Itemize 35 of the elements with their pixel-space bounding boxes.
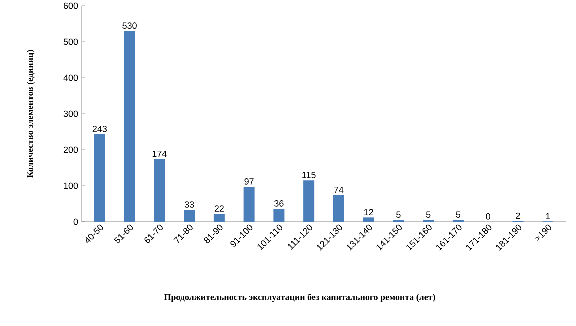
bar <box>184 210 196 222</box>
data-label: 243 <box>92 126 108 132</box>
data-label: 1 <box>546 213 550 220</box>
y-tick-label: 100 <box>64 182 78 190</box>
bar <box>304 180 315 222</box>
data-label: 530 <box>122 22 137 30</box>
data-label: 12 <box>364 209 374 216</box>
data-label: 5 <box>426 212 431 218</box>
bar <box>94 134 106 222</box>
bar <box>154 159 166 222</box>
data-label: 5 <box>396 212 401 218</box>
bar <box>214 214 225 222</box>
y-tick-label: 400 <box>64 74 78 82</box>
bar <box>124 31 136 222</box>
y-tick-label: 0 <box>74 218 78 226</box>
data-label: 74 <box>334 186 344 194</box>
y-tick-label: 600 <box>64 2 78 10</box>
y-tick-label: 500 <box>64 38 78 46</box>
data-label: 33 <box>184 202 194 208</box>
bar <box>333 195 344 222</box>
data-label: 2 <box>516 212 520 220</box>
y-axis-title: Количество элементов (единиц) <box>26 50 36 178</box>
y-tick-label: 200 <box>64 146 78 154</box>
data-label: 174 <box>152 150 167 158</box>
data-label: 0 <box>486 213 490 220</box>
data-label: 5 <box>456 212 461 218</box>
x-axis-title: Продолжительность эксплуатации без капитального ремонта (лет) <box>164 294 436 302</box>
bar <box>363 218 374 222</box>
bar <box>274 209 285 222</box>
data-label: 97 <box>244 178 254 185</box>
data-label: 115 <box>302 172 316 178</box>
data-label: 22 <box>214 206 224 212</box>
bar <box>244 187 255 222</box>
data-label: 36 <box>274 200 284 207</box>
y-tick-label: 300 <box>64 110 78 118</box>
